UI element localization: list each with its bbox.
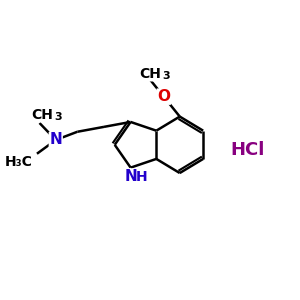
- Text: CH: CH: [32, 108, 53, 122]
- Text: N: N: [124, 169, 137, 184]
- Text: HCl: HCl: [230, 141, 265, 159]
- Text: O: O: [157, 89, 170, 104]
- Text: 3: 3: [162, 71, 170, 81]
- Text: 3: 3: [54, 112, 62, 122]
- Text: H: H: [136, 170, 148, 184]
- Text: H: H: [21, 155, 33, 169]
- Text: N: N: [50, 133, 62, 148]
- Text: H₃C: H₃C: [5, 155, 33, 169]
- Text: CH: CH: [140, 67, 161, 81]
